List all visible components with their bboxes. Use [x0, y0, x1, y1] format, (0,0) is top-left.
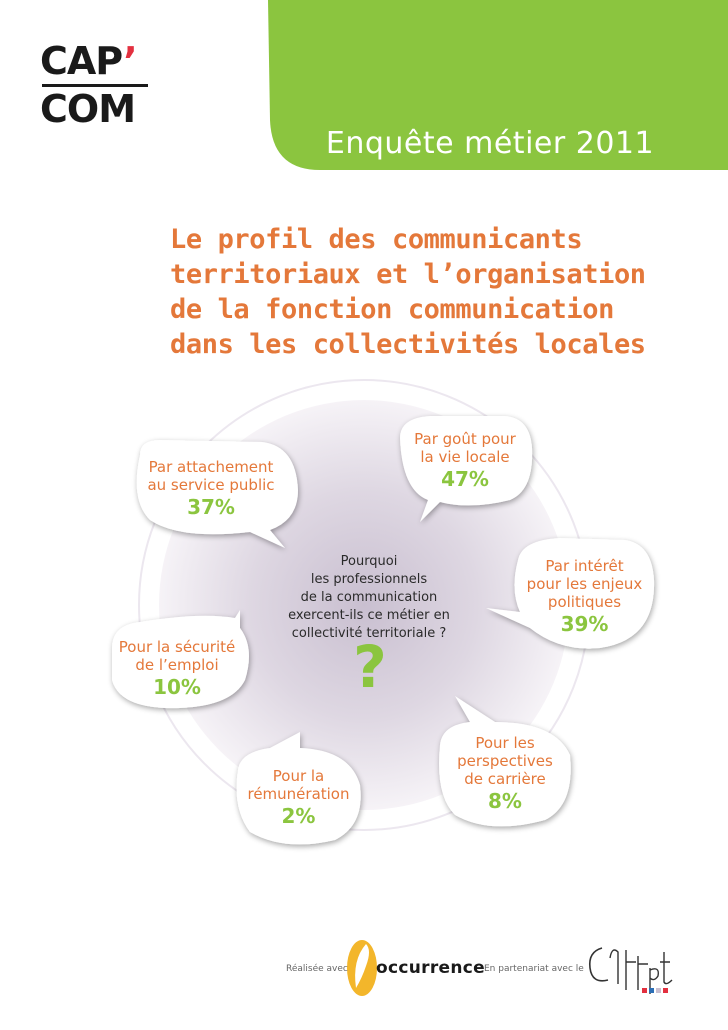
reason-label: la vie locale	[420, 448, 510, 466]
bubble-local-life-shape	[400, 416, 533, 522]
page-title: Le profil des communicants territoriaux …	[170, 222, 650, 362]
reason-label: Pour la	[272, 767, 325, 785]
reason-political: Par intérêt pour les enjeux politiques 3…	[512, 557, 657, 637]
question-line: exercent-ils ce métier en	[288, 608, 450, 623]
bubble-political-shape	[486, 538, 655, 649]
reason-label: rémunération	[247, 785, 350, 803]
reason-public-service: Par attachement au service public 37%	[136, 458, 286, 520]
title-line: dans les collectivités locales	[170, 329, 646, 360]
made-with-label: Réalisée avec	[286, 964, 348, 974]
question-line: de la communication	[300, 590, 438, 605]
reason-percentage: 47%	[441, 467, 489, 491]
reason-local-life: Par goût pour la vie locale 47%	[400, 430, 530, 492]
bubble-salary-shape	[236, 732, 361, 845]
question-line: les professionnels	[310, 572, 428, 587]
question-line: collectivité territoriale ?	[291, 626, 447, 641]
central-question: Pourquoi les professionnels de la commun…	[280, 553, 458, 643]
reason-label: Par goût pour	[414, 430, 516, 448]
survey-header: Enquête métier 2011	[325, 126, 655, 161]
reason-label: Pour la sécurité	[118, 638, 236, 656]
reason-percentage: 2%	[281, 804, 316, 828]
bubble-job-security-shape	[112, 610, 249, 709]
reason-label: au service public	[147, 476, 275, 494]
header-green-band	[268, 0, 728, 170]
title-line: de la fonction communication	[170, 294, 614, 325]
logo-com-text: COM	[40, 87, 136, 131]
reason-percentage: 10%	[153, 675, 201, 699]
logo-apostrophe: ’	[123, 39, 137, 83]
bubble-career-shape	[439, 696, 571, 827]
logo-cap-text: CAP	[40, 39, 124, 83]
reason-label: Par attachement	[148, 458, 274, 476]
occurrence-logo-text: occurrence	[376, 958, 485, 978]
reason-percentage: 39%	[560, 612, 609, 636]
logo-divider	[42, 84, 148, 87]
reason-salary: Pour la rémunération 2%	[236, 767, 361, 829]
reason-label: pour les enjeux	[526, 575, 643, 593]
reason-job-security: Pour la sécurité de l’emploi 10%	[112, 638, 242, 700]
title-line: Le profil des communicants	[170, 224, 583, 255]
reason-label: Pour les	[475, 734, 535, 752]
reason-percentage: 37%	[187, 495, 235, 519]
reason-label: de l’emploi	[135, 656, 219, 674]
title-line: territoriaux et l’organisation	[170, 259, 646, 290]
bubble-public-service-shape	[136, 440, 298, 548]
question-mark: ?	[353, 633, 387, 701]
reason-label: de carrière	[464, 770, 546, 788]
capcom-logo: CAP’ COM	[40, 42, 160, 132]
reason-label: Par intérêt	[545, 557, 624, 575]
reason-percentage: 8%	[488, 789, 522, 813]
reason-label: perspectives	[457, 752, 553, 770]
question-line: Pourquoi	[340, 554, 398, 569]
reason-career: Pour les perspectives de carrière 8%	[440, 734, 570, 814]
reason-label: politiques	[547, 593, 622, 611]
occurrence-logo-mark	[347, 940, 377, 996]
partnership-label: En partenariat avec le	[484, 964, 584, 974]
cnfpt-logo	[588, 947, 673, 994]
